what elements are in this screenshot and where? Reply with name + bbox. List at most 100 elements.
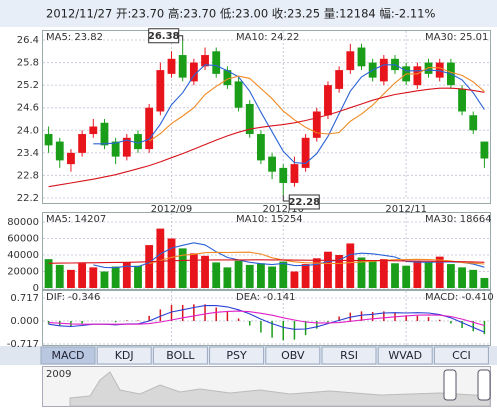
volume-bar [379, 259, 388, 288]
y-tick-label: 25.8 [17, 58, 39, 69]
y-tick-label: 25.2 [17, 80, 39, 91]
tab-label[interactable]: PSY [226, 349, 247, 362]
ma-line [93, 242, 485, 269]
volume-bar [234, 260, 243, 288]
y-tick-label: 20000 [7, 267, 39, 278]
tab[interactable] [209, 346, 265, 365]
volume-bar [78, 263, 87, 288]
price-frame [42, 30, 491, 204]
volume-bar [89, 267, 98, 288]
header-bar [0, 0, 497, 27]
ma-line [149, 251, 485, 265]
x-tick-label: 2012/10 [262, 204, 304, 215]
candle-body [89, 126, 98, 135]
candle-body [435, 62, 444, 78]
candle-body [67, 152, 75, 165]
legend-entry: DEA: -0.141 [236, 292, 295, 303]
tab[interactable] [321, 346, 377, 365]
tab-label[interactable]: WVAD [388, 349, 422, 362]
candle-body [100, 122, 109, 146]
candle-body [290, 164, 299, 183]
max-box [148, 28, 180, 44]
volume-bar [480, 277, 489, 288]
candle-body [413, 66, 422, 86]
candle-body [245, 103, 254, 135]
candle-body [156, 70, 165, 112]
legend-entry: MA30: 25.01 [425, 32, 488, 43]
volume-bar [167, 238, 176, 288]
tab[interactable] [40, 346, 96, 365]
volume-bar [145, 245, 154, 288]
tab-label[interactable]: BOLL [166, 349, 195, 362]
candle-body [167, 58, 176, 74]
navigator-handle-left[interactable] [443, 369, 457, 401]
candle-body [279, 167, 288, 183]
candle-body [346, 51, 355, 71]
volume-bar [469, 269, 478, 288]
volume-bar [44, 259, 53, 288]
volume-bar [290, 271, 299, 288]
navigator-handle-right[interactable] [477, 369, 491, 401]
candle-body [122, 137, 131, 157]
y-tick-label: 60000 [7, 234, 39, 245]
candle-body [234, 81, 243, 108]
candle-body [301, 137, 310, 168]
candle-body [335, 70, 344, 89]
ma-line [148, 66, 485, 142]
volume-bar [368, 261, 377, 288]
tab[interactable] [377, 346, 433, 365]
candle-body [212, 51, 221, 74]
volume-bar [67, 269, 75, 288]
tab[interactable] [265, 346, 321, 365]
x-tick-label: 2012/11 [385, 204, 427, 215]
y-tick-label: 23.4 [17, 148, 39, 159]
volume-bar [312, 258, 321, 288]
candle-body [189, 62, 198, 82]
tab-label[interactable]: RSI [340, 349, 358, 362]
macd-frame [42, 290, 491, 346]
tab[interactable] [433, 346, 489, 365]
ma-line [48, 310, 485, 327]
y-tick-label: 0.717 [10, 293, 39, 304]
tab-label[interactable]: MACD [52, 349, 85, 362]
legend-entry: MA10: 24.22 [236, 32, 299, 43]
tab-label[interactable]: KDJ [115, 349, 134, 362]
min-label: 22.28 [288, 197, 320, 208]
legend-entry: MA5: 14207 [46, 214, 106, 225]
candle-body [134, 134, 142, 150]
header-info: 2012/11/27 开:23.70 高:23.70 低:23.00 收:23.… [46, 7, 435, 21]
legend-entry: DIF: -0.346 [46, 292, 100, 303]
candle-body [424, 62, 433, 74]
y-tick-label: 22.8 [17, 170, 39, 181]
volume-bar [201, 255, 209, 288]
volume-bar [301, 264, 310, 288]
volume-bar [357, 257, 366, 288]
y-tick-label: -0.717 [7, 339, 39, 350]
tab[interactable] [96, 346, 152, 365]
volume-bar [257, 263, 265, 288]
volume-bar [156, 228, 165, 288]
legend-entry: MA10: 15254 [236, 214, 303, 225]
candle-body [111, 141, 120, 157]
tab[interactable] [152, 346, 208, 365]
volume-bar [279, 261, 288, 288]
volume-bar [134, 265, 142, 288]
y-tick-label: 80000 [7, 217, 39, 228]
volume-bar [245, 264, 254, 288]
volume-bar [346, 243, 355, 288]
candle-body [78, 134, 87, 153]
volume-bar [458, 267, 466, 288]
candle-body [469, 115, 478, 131]
volume-bar [446, 264, 455, 288]
volume-bar [402, 265, 411, 288]
max-label: 26.38 [148, 31, 180, 42]
candle-body [257, 134, 265, 161]
ma-line [48, 87, 485, 188]
tab-label[interactable]: OBV [281, 349, 305, 362]
y-tick-label: 0 [33, 283, 39, 294]
ma-line [48, 259, 485, 264]
y-tick-label: 24.0 [17, 125, 39, 136]
candle-body [458, 88, 466, 112]
tab-label[interactable]: CCI [452, 349, 471, 362]
candle-body [223, 70, 232, 86]
